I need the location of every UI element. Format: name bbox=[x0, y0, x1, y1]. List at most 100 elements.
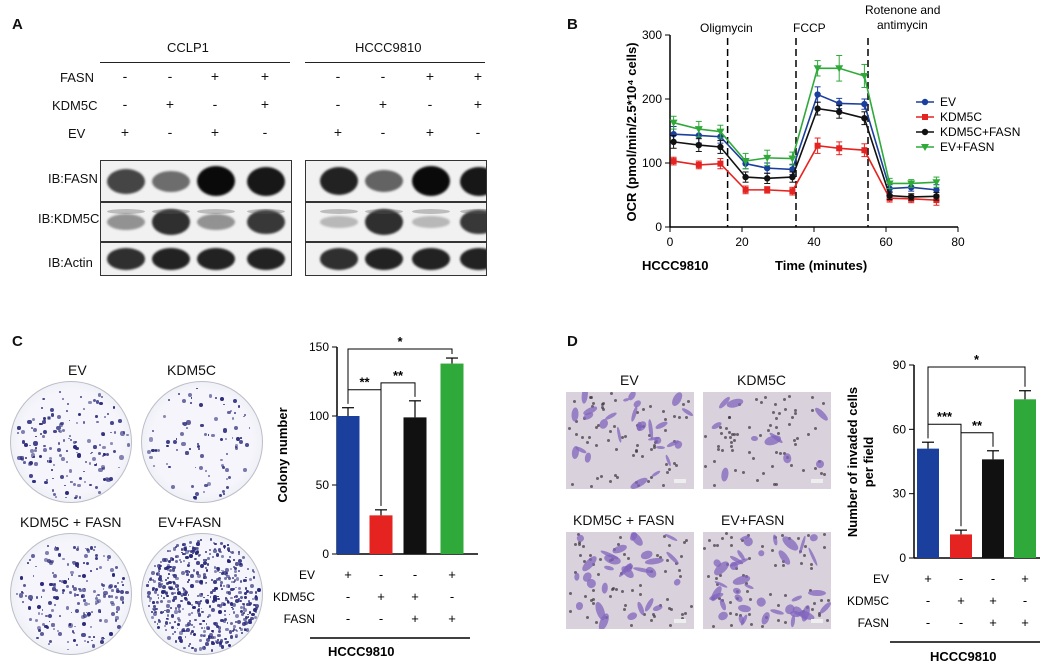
colony bbox=[216, 567, 219, 570]
pore bbox=[579, 553, 583, 557]
pore bbox=[769, 593, 773, 597]
colony bbox=[60, 580, 64, 584]
pore bbox=[620, 436, 624, 440]
colony bbox=[207, 563, 210, 566]
colony bbox=[211, 629, 214, 632]
colony bbox=[75, 608, 80, 613]
colony bbox=[165, 592, 169, 595]
pore bbox=[756, 478, 760, 482]
colony bbox=[245, 616, 249, 620]
data-point bbox=[764, 186, 771, 193]
colony bbox=[224, 468, 229, 473]
colony bbox=[121, 601, 125, 604]
colony bbox=[180, 592, 184, 597]
pore bbox=[665, 559, 669, 563]
blot-band bbox=[152, 247, 190, 271]
pore bbox=[779, 452, 783, 456]
pore bbox=[619, 535, 623, 539]
colony bbox=[56, 447, 61, 453]
colony bbox=[115, 606, 121, 611]
colony bbox=[240, 609, 244, 613]
colony bbox=[40, 582, 44, 586]
colony bbox=[45, 614, 48, 618]
colony bbox=[227, 476, 232, 480]
significance-label: ** bbox=[359, 375, 370, 390]
colony bbox=[225, 627, 229, 632]
data-point bbox=[695, 141, 702, 149]
colony bbox=[178, 639, 181, 642]
colony bbox=[120, 596, 125, 601]
y-axis-title-d-line1: Number of invaded cells bbox=[845, 387, 860, 537]
pore bbox=[674, 463, 678, 467]
colony bbox=[149, 596, 152, 600]
pore bbox=[730, 624, 734, 628]
colony bbox=[213, 549, 217, 553]
pore bbox=[730, 535, 734, 539]
x-tick-label-b: 80 bbox=[951, 235, 965, 249]
colony bbox=[94, 553, 99, 558]
colony bbox=[172, 573, 175, 577]
pore bbox=[574, 543, 578, 547]
pore bbox=[613, 474, 617, 478]
colony bbox=[58, 442, 61, 445]
colony bbox=[171, 568, 176, 572]
blot-sign: + bbox=[260, 96, 270, 112]
colony bbox=[223, 546, 226, 549]
pore bbox=[772, 410, 776, 414]
colony bbox=[178, 619, 181, 622]
colony bbox=[237, 405, 241, 408]
colony bbox=[79, 395, 82, 398]
colony bbox=[173, 596, 177, 600]
colony bbox=[40, 596, 43, 598]
colony bbox=[208, 549, 211, 552]
colony bbox=[248, 602, 253, 606]
pore bbox=[574, 420, 578, 424]
colony bbox=[102, 636, 105, 639]
colony bbox=[181, 552, 184, 555]
pore bbox=[784, 407, 788, 411]
colony bbox=[174, 607, 178, 611]
colony bbox=[113, 431, 117, 434]
colony bbox=[100, 395, 104, 399]
colony bbox=[193, 626, 196, 629]
colony bbox=[50, 408, 55, 413]
colony bbox=[59, 423, 63, 427]
colony bbox=[244, 587, 248, 590]
pore bbox=[653, 446, 657, 450]
colony bbox=[151, 430, 154, 433]
colony bbox=[146, 449, 151, 454]
pore bbox=[821, 402, 825, 406]
colony bbox=[195, 561, 200, 565]
colony bbox=[196, 442, 199, 445]
colony bbox=[82, 561, 85, 564]
condition-sign: + bbox=[377, 589, 385, 604]
colony bbox=[31, 554, 36, 559]
colony bbox=[189, 632, 193, 635]
blot-band bbox=[107, 248, 145, 270]
pore bbox=[719, 431, 723, 435]
colony bbox=[244, 443, 249, 448]
colony bbox=[96, 420, 99, 423]
colony bbox=[202, 573, 207, 577]
colony bbox=[172, 547, 177, 551]
panel-label-d: D bbox=[567, 333, 578, 350]
colony bbox=[122, 584, 124, 586]
colony bbox=[213, 579, 218, 584]
colony bbox=[219, 580, 223, 584]
colony bbox=[72, 587, 77, 591]
colony bbox=[253, 608, 258, 613]
colony bbox=[159, 564, 162, 568]
blot-sign: - bbox=[167, 124, 173, 140]
colony bbox=[217, 597, 220, 601]
colony bbox=[173, 439, 178, 444]
colony bbox=[232, 630, 235, 633]
colony bbox=[83, 470, 85, 473]
dish-label-ev: EV bbox=[68, 362, 87, 378]
pore bbox=[585, 616, 589, 620]
colony bbox=[164, 578, 167, 581]
colony bbox=[226, 599, 230, 603]
pore bbox=[610, 392, 614, 396]
colony bbox=[177, 591, 181, 596]
condition-sign: - bbox=[959, 615, 963, 630]
